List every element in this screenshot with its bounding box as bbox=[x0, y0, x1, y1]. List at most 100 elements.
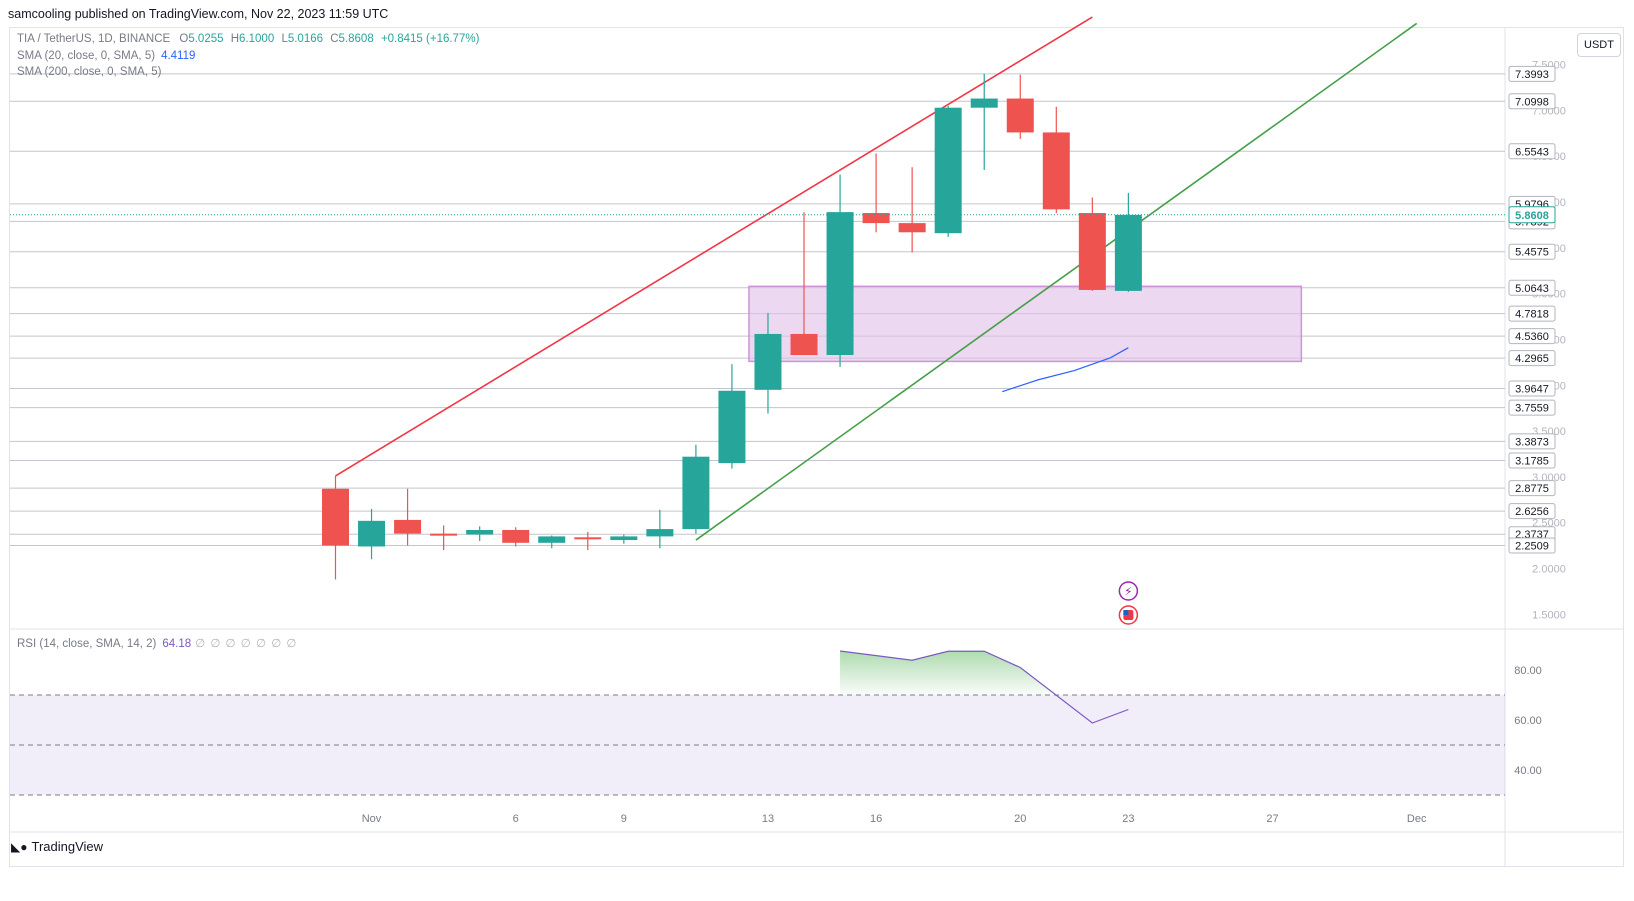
level-badge-8 bbox=[1508, 328, 1556, 345]
low-label: L bbox=[281, 33, 288, 45]
time-label-5: 20 bbox=[1014, 813, 1026, 825]
level-label-11: 3.7559 bbox=[1515, 403, 1549, 415]
rsi-value: 64.18 bbox=[162, 638, 192, 650]
ohlc-legend: TIA / TetherUS, 1D, BINANCE O5.0255 H6.1… bbox=[17, 33, 479, 45]
level-badge-12 bbox=[1508, 433, 1556, 450]
level-label-6: 5.0643 bbox=[1515, 283, 1549, 295]
level-badge-1 bbox=[1508, 93, 1556, 110]
sma20-legend[interactable]: SMA (20, close, 0, SMA, 5) 4.4119 bbox=[17, 50, 195, 62]
rsi-overbought-fill bbox=[840, 651, 1056, 695]
candle-body-22 bbox=[1114, 214, 1142, 291]
support-trendline bbox=[695, 22, 1418, 541]
open-label: O bbox=[179, 33, 189, 45]
candle-body-10 bbox=[682, 456, 710, 530]
level-label-0: 7.3993 bbox=[1515, 69, 1549, 81]
level-label-14: 2.8775 bbox=[1515, 483, 1549, 495]
level-badge-10 bbox=[1508, 380, 1556, 397]
level-badge-15 bbox=[1508, 503, 1556, 520]
lightning-icon bbox=[1118, 581, 1139, 601]
level-label-13: 3.1785 bbox=[1515, 456, 1549, 468]
candle-body-21 bbox=[1078, 213, 1106, 290]
sma20-label: SMA (20, close, 0, SMA, 5) bbox=[17, 50, 156, 62]
high-value: 6.1000 bbox=[239, 33, 275, 45]
candle-body-8 bbox=[610, 536, 638, 541]
level-badge-0 bbox=[1508, 65, 1556, 82]
time-label-4: 16 bbox=[870, 813, 882, 825]
candle-body-6 bbox=[538, 536, 566, 543]
level-badge-11 bbox=[1508, 399, 1556, 416]
level-badge-6 bbox=[1508, 279, 1556, 296]
candle-body-12 bbox=[754, 333, 782, 390]
resistance-trendline bbox=[335, 16, 1093, 477]
sma200-label: SMA (200, close, 0, SMA, 5) bbox=[17, 66, 162, 78]
time-label-0: Nov bbox=[362, 813, 382, 825]
candle-body-16 bbox=[898, 223, 926, 233]
candle-body-0 bbox=[322, 488, 349, 546]
time-label-8: Dec bbox=[1407, 813, 1427, 825]
candle-body-9 bbox=[646, 529, 674, 537]
close-label: C bbox=[330, 33, 339, 45]
rsi-label: RSI (14, close, SMA, 14, 2) bbox=[17, 638, 157, 650]
level-badge-17 bbox=[1508, 537, 1556, 554]
level-badge-13 bbox=[1508, 452, 1556, 469]
last-price-label: 5.8608 bbox=[1515, 210, 1549, 222]
currency-button[interactable]: USDT bbox=[1577, 33, 1621, 57]
candle-body-11 bbox=[718, 390, 746, 464]
level-label-7: 4.7818 bbox=[1515, 309, 1549, 321]
candle-body-4 bbox=[466, 529, 494, 535]
candle-body-5 bbox=[502, 529, 530, 543]
level-label-5: 5.4575 bbox=[1515, 247, 1549, 259]
level-label-17: 2.2509 bbox=[1515, 540, 1549, 552]
lightning-icon-glyph: ⚡ bbox=[1124, 585, 1132, 599]
candle-body-17 bbox=[934, 107, 962, 234]
candle-body-20 bbox=[1042, 132, 1070, 210]
open-value: 5.0255 bbox=[188, 33, 224, 45]
rsi-tick-0: 80.00 bbox=[1514, 665, 1542, 677]
tradingview-logo-icon: ◣● bbox=[11, 840, 28, 854]
candle-body-13 bbox=[790, 333, 818, 356]
last-price-badge bbox=[1508, 206, 1556, 224]
candle-body-3 bbox=[430, 533, 458, 536]
level-badge-7 bbox=[1508, 305, 1556, 322]
close-value: 5.8608 bbox=[338, 33, 374, 45]
level-badge-9 bbox=[1508, 350, 1556, 367]
symbol-label[interactable]: TIA / TetherUS, 1D, BINANCE bbox=[17, 33, 171, 45]
time-label-7: 27 bbox=[1266, 813, 1278, 825]
level-label-8: 4.5360 bbox=[1515, 331, 1549, 343]
level-label-15: 2.6256 bbox=[1515, 506, 1549, 518]
sma20-line bbox=[1002, 347, 1129, 393]
candle-body-18 bbox=[970, 98, 998, 108]
tradingview-brand[interactable]: ◣● TradingView bbox=[11, 839, 103, 854]
time-label-2: 9 bbox=[621, 813, 627, 825]
time-label-3: 13 bbox=[762, 813, 774, 825]
publisher-note: samcooling published on TradingView.com,… bbox=[8, 7, 389, 21]
level-label-9: 4.2965 bbox=[1515, 353, 1549, 365]
change-value: +0.8415 (+16.77%) bbox=[380, 33, 480, 45]
level-badge-5 bbox=[1508, 243, 1556, 260]
price-tick-12: 1.5000 bbox=[1532, 609, 1566, 621]
sma200-legend[interactable]: SMA (200, close, 0, SMA, 5) bbox=[17, 66, 161, 78]
low-value: 5.0166 bbox=[287, 33, 324, 45]
level-label-10: 3.9647 bbox=[1515, 383, 1549, 395]
level-badge-2 bbox=[1508, 143, 1556, 160]
level-badge-14 bbox=[1508, 480, 1556, 497]
rsi-legend[interactable]: RSI (14, close, SMA, 14, 2) 64.18 ∅ ∅ ∅ ∅ … bbox=[17, 636, 297, 650]
us-flag-icon-canton bbox=[1123, 610, 1129, 615]
candle-body-15 bbox=[862, 213, 890, 224]
rsi-empty-values: ∅ ∅ ∅ ∅ ∅ ∅ ∅ bbox=[195, 638, 298, 650]
candle-body-1 bbox=[358, 520, 386, 547]
rsi-tick-2: 40.00 bbox=[1514, 765, 1542, 777]
candle-body-19 bbox=[1006, 98, 1034, 133]
rsi-line bbox=[839, 650, 1129, 724]
rsi-tick-1: 60.00 bbox=[1514, 715, 1542, 727]
level-label-2: 6.5543 bbox=[1515, 146, 1549, 158]
candle-body-2 bbox=[394, 519, 422, 534]
candle-body-7 bbox=[574, 537, 602, 540]
price-tick-11: 2.0000 bbox=[1532, 563, 1566, 575]
chart-frame bbox=[9, 27, 1624, 867]
sma20-value: 4.4119 bbox=[161, 50, 196, 62]
high-label: H bbox=[230, 33, 240, 45]
time-label-6: 23 bbox=[1122, 813, 1134, 825]
brand-label: TradingView bbox=[31, 839, 104, 854]
